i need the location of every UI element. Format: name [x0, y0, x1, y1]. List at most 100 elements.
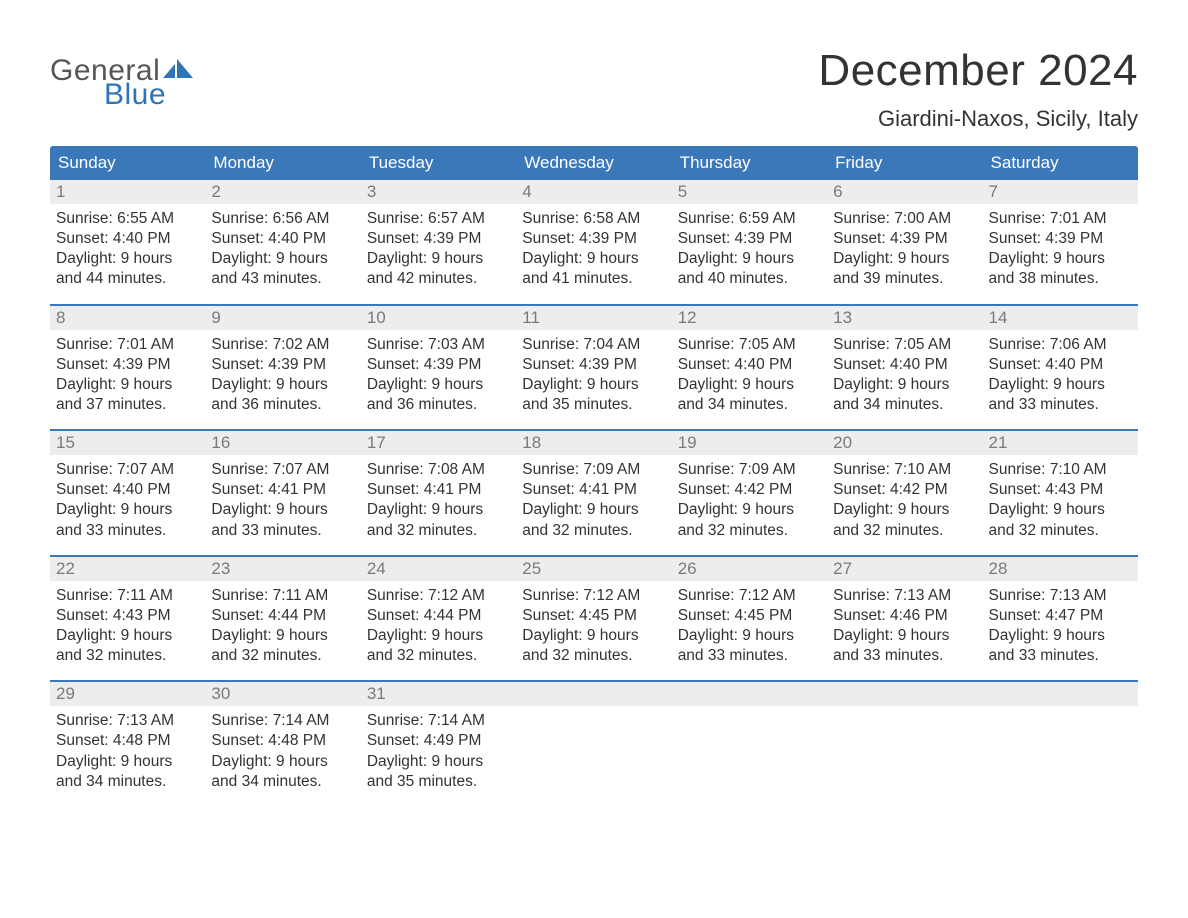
- daylight-line-1: Daylight: 9 hours: [522, 500, 665, 520]
- day-number-row: .: [516, 682, 671, 706]
- daylight-line-1: Daylight: 9 hours: [56, 626, 199, 646]
- calendar-day: 4Sunrise: 6:58 AMSunset: 4:39 PMDaylight…: [516, 180, 671, 304]
- location-subtitle: Giardini-Naxos, Sicily, Italy: [818, 106, 1138, 132]
- calendar-day: 11Sunrise: 7:04 AMSunset: 4:39 PMDayligh…: [516, 306, 671, 430]
- day-body: Sunrise: 7:10 AMSunset: 4:43 PMDaylight:…: [983, 455, 1138, 541]
- calendar-day: 9Sunrise: 7:02 AMSunset: 4:39 PMDaylight…: [205, 306, 360, 430]
- day-body: Sunrise: 7:03 AMSunset: 4:39 PMDaylight:…: [361, 330, 516, 416]
- sunrise-line: Sunrise: 7:06 AM: [989, 335, 1132, 355]
- daylight-line-1: Daylight: 9 hours: [56, 500, 199, 520]
- day-number: 29: [56, 684, 75, 703]
- weekday-header: Saturday: [983, 146, 1138, 180]
- day-body: Sunrise: 7:11 AMSunset: 4:43 PMDaylight:…: [50, 581, 205, 667]
- daylight-line-1: Daylight: 9 hours: [367, 249, 510, 269]
- daylight-line-1: Daylight: 9 hours: [211, 375, 354, 395]
- day-number-row: 6: [827, 180, 982, 204]
- day-number-row: 17: [361, 431, 516, 455]
- daylight-line-2: and 33 minutes.: [989, 646, 1132, 666]
- calendar-day: 8Sunrise: 7:01 AMSunset: 4:39 PMDaylight…: [50, 306, 205, 430]
- day-number: 31: [367, 684, 386, 703]
- sunrise-line: Sunrise: 6:57 AM: [367, 209, 510, 229]
- day-number-row: 16: [205, 431, 360, 455]
- weekday-header: Monday: [205, 146, 360, 180]
- calendar-day: 10Sunrise: 7:03 AMSunset: 4:39 PMDayligh…: [361, 306, 516, 430]
- day-number: 18: [522, 433, 541, 452]
- day-number-row: 5: [672, 180, 827, 204]
- sunrise-line: Sunrise: 7:01 AM: [989, 209, 1132, 229]
- daylight-line-2: and 32 minutes.: [56, 646, 199, 666]
- daylight-line-2: and 32 minutes.: [211, 646, 354, 666]
- calendar-day: 14Sunrise: 7:06 AMSunset: 4:40 PMDayligh…: [983, 306, 1138, 430]
- day-number-row: 21: [983, 431, 1138, 455]
- weekday-header: Thursday: [672, 146, 827, 180]
- sunset-line: Sunset: 4:45 PM: [678, 606, 821, 626]
- sunrise-line: Sunrise: 6:55 AM: [56, 209, 199, 229]
- calendar-day: 7 Sunrise: 7:01 AMSunset: 4:39 PMDaylight…: [983, 180, 1138, 304]
- day-body: Sunrise: 7:02 AMSunset: 4:39 PMDaylight:…: [205, 330, 360, 416]
- daylight-line-1: Daylight: 9 hours: [522, 249, 665, 269]
- day-body: Sunrise: 7:12 AMSunset: 4:45 PMDaylight:…: [516, 581, 671, 667]
- sunset-line: Sunset: 4:47 PM: [989, 606, 1132, 626]
- day-number-row: 24: [361, 557, 516, 581]
- sunset-line: Sunset: 4:39 PM: [522, 229, 665, 249]
- day-body: Sunrise: 6:59 AMSunset: 4:39 PMDaylight:…: [672, 204, 827, 290]
- sunset-line: Sunset: 4:46 PM: [833, 606, 976, 626]
- daylight-line-1: Daylight: 9 hours: [833, 626, 976, 646]
- day-number-row: .: [983, 682, 1138, 706]
- calendar-day: 6Sunrise: 7:00 AMSunset: 4:39 PMDaylight…: [827, 180, 982, 304]
- day-number-row: 23: [205, 557, 360, 581]
- sunrise-line: Sunrise: 7:13 AM: [833, 586, 976, 606]
- daylight-line-2: and 36 minutes.: [211, 395, 354, 415]
- day-number: 21: [989, 433, 1008, 452]
- day-number-row: 29: [50, 682, 205, 706]
- sunrise-line: Sunrise: 7:05 AM: [833, 335, 976, 355]
- daylight-line-1: Daylight: 9 hours: [367, 752, 510, 772]
- day-number-row: 30: [205, 682, 360, 706]
- daylight-line-2: and 34 minutes.: [833, 395, 976, 415]
- daylight-line-2: and 37 minutes.: [56, 395, 199, 415]
- day-number-row: 8: [50, 306, 205, 330]
- daylight-line-1: Daylight: 9 hours: [833, 500, 976, 520]
- sunset-line: Sunset: 4:39 PM: [678, 229, 821, 249]
- sunrise-line: Sunrise: 7:07 AM: [211, 460, 354, 480]
- day-number: 2: [211, 182, 220, 201]
- day-body: Sunrise: 6:56 AMSunset: 4:40 PMDaylight:…: [205, 204, 360, 290]
- day-number: 22: [56, 559, 75, 578]
- day-number: 7: [989, 182, 998, 201]
- calendar-week: 15Sunrise: 7:07 AMSunset: 4:40 PMDayligh…: [50, 429, 1138, 555]
- calendar-week: 29Sunrise: 7:13 AMSunset: 4:48 PMDayligh…: [50, 680, 1138, 806]
- sunset-line: Sunset: 4:48 PM: [56, 731, 199, 751]
- calendar: SundayMondayTuesdayWednesdayThursdayFrid…: [50, 146, 1138, 806]
- day-number-row: 10: [361, 306, 516, 330]
- daylight-line-1: Daylight: 9 hours: [678, 249, 821, 269]
- daylight-line-2: and 44 minutes.: [56, 269, 199, 289]
- day-number: 14: [989, 308, 1008, 327]
- sunset-line: Sunset: 4:39 PM: [522, 355, 665, 375]
- sunset-line: Sunset: 4:43 PM: [989, 480, 1132, 500]
- calendar-week: 1Sunrise: 6:55 AMSunset: 4:40 PMDaylight…: [50, 180, 1138, 304]
- day-number-row: 12: [672, 306, 827, 330]
- day-number: 20: [833, 433, 852, 452]
- day-number-row: 2: [205, 180, 360, 204]
- day-number-row: 15: [50, 431, 205, 455]
- sunset-line: Sunset: 4:40 PM: [56, 229, 199, 249]
- day-number-row: .: [672, 682, 827, 706]
- daylight-line-1: Daylight: 9 hours: [367, 375, 510, 395]
- day-number-row: 19: [672, 431, 827, 455]
- sunset-line: Sunset: 4:40 PM: [211, 229, 354, 249]
- daylight-line-2: and 40 minutes.: [678, 269, 821, 289]
- day-body: Sunrise: 7:12 AMSunset: 4:45 PMDaylight:…: [672, 581, 827, 667]
- day-number-row: 18: [516, 431, 671, 455]
- sunrise-line: Sunrise: 7:07 AM: [56, 460, 199, 480]
- day-body: Sunrise: 7:14 AMSunset: 4:48 PMDaylight:…: [205, 706, 360, 792]
- calendar-week: 22 Sunrise: 7:11 AMSunset: 4:43 PMDayligh…: [50, 555, 1138, 681]
- day-number-row: 31: [361, 682, 516, 706]
- day-body: Sunrise: 7:04 AMSunset: 4:39 PMDaylight:…: [516, 330, 671, 416]
- sunset-line: Sunset: 4:40 PM: [833, 355, 976, 375]
- day-body: Sunrise: 7:01 AMSunset: 4:39 PMDaylight:…: [983, 204, 1138, 290]
- day-number-row: 3: [361, 180, 516, 204]
- day-number-row: 25: [516, 557, 671, 581]
- day-number: 4: [522, 182, 531, 201]
- calendar-day: 30Sunrise: 7:14 AMSunset: 4:48 PMDayligh…: [205, 682, 360, 806]
- day-number: 6: [833, 182, 842, 201]
